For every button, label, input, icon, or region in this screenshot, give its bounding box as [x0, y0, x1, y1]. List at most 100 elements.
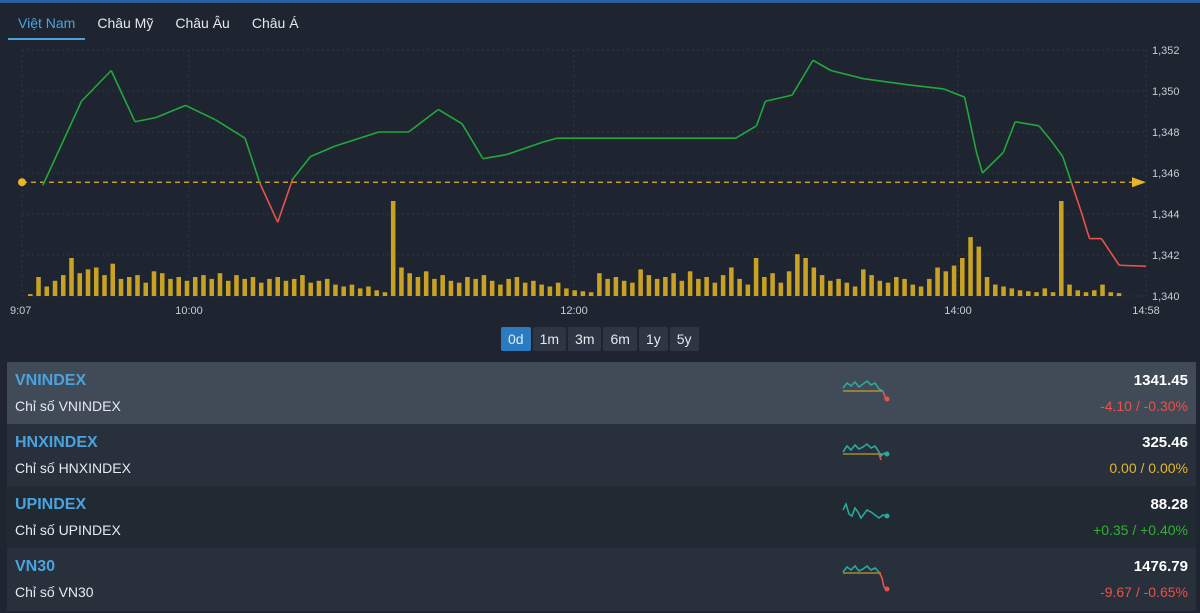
- tab-chau-au[interactable]: Châu Âu: [175, 15, 230, 31]
- index-intraday-chart[interactable]: 1,340 1,342 1,344 1,346 1,348 1,350 1,352 9:07 1…: [0, 44, 1200, 324]
- top-accent-bar: [0, 0, 1200, 3]
- volume-bar: [151, 271, 157, 296]
- range-0d-button[interactable]: 0d: [501, 327, 531, 351]
- x-tick-label: 14:58: [1132, 305, 1160, 317]
- index-symbol[interactable]: VN30: [15, 558, 56, 575]
- volume-bar: [737, 278, 742, 296]
- range-6m-button[interactable]: 6m: [603, 327, 637, 351]
- volume-bar: [60, 275, 66, 296]
- index-row-vn30[interactable]: VN30 Chỉ số VN30 1476.79 -9.67 / -0.65%: [7, 548, 1196, 611]
- price-segment: [1119, 264, 1147, 268]
- region-tabs: Việt Nam Châu Mỹ Châu Âu Châu Á: [8, 8, 311, 40]
- index-price: 88.28: [1150, 496, 1188, 513]
- range-1y-button[interactable]: 1y: [638, 327, 668, 351]
- index-change: -4.10 / -0.30%: [1100, 398, 1188, 414]
- volume-bar: [951, 265, 957, 296]
- index-row-upindex[interactable]: UPINDEX Chỉ số UPINDEX 88.28 +0.35 / +0.…: [7, 486, 1196, 548]
- volume-bar: [819, 275, 825, 296]
- volume-bar: [275, 277, 280, 296]
- price-segment: [155, 104, 186, 119]
- volume-bar: [885, 282, 891, 296]
- volume-bar: [555, 282, 561, 296]
- price-segment: [110, 70, 136, 123]
- volume-bar: [844, 282, 850, 296]
- volume-bar: [374, 290, 379, 296]
- index-symbol[interactable]: HNXINDEX: [15, 434, 98, 451]
- volume-bar: [110, 263, 116, 296]
- volume-bar: [93, 267, 99, 296]
- y-tick-label: 1,352: [1152, 45, 1180, 57]
- volume-bar: [836, 278, 841, 296]
- index-change: 0.00 / 0.00%: [1109, 460, 1188, 476]
- index-list: VNINDEX Chỉ số VNINDEX 1341.45 -4.10 / -…: [7, 362, 1196, 611]
- tab-chau-a[interactable]: Châu Á: [251, 15, 299, 31]
- volume-bar: [77, 273, 83, 296]
- index-row-hnxindex[interactable]: HNXINDEX Chỉ số HNXINDEX 325.46 0.00 / 0…: [7, 424, 1196, 486]
- price-segment: [542, 137, 558, 144]
- y-tick-label: 1,344: [1152, 209, 1180, 221]
- volume-bar: [1050, 292, 1056, 296]
- volume-bar: [993, 284, 998, 296]
- volume-bar: [217, 273, 223, 296]
- volume-bar: [102, 275, 107, 296]
- price-segment: [943, 88, 965, 98]
- volume-bar: [786, 271, 792, 296]
- volume-bar: [630, 282, 635, 296]
- volume-bar: [671, 273, 676, 296]
- volume-bar: [1026, 291, 1031, 296]
- volume-bar: [828, 280, 833, 296]
- volume-bar: [795, 254, 800, 296]
- volume-bar: [704, 277, 709, 296]
- price-segment: [482, 153, 507, 160]
- range-1m-button[interactable]: 1m: [532, 327, 567, 351]
- range-selector: 0d 1m 3m 6m 1y 5y: [501, 327, 701, 351]
- volume-bar: [201, 275, 206, 296]
- volume-bar: [300, 275, 305, 296]
- volume-bar: [720, 275, 726, 296]
- volume-bar: [415, 277, 421, 296]
- range-3m-button[interactable]: 3m: [568, 327, 602, 351]
- volume-bar: [646, 275, 652, 296]
- volume-bar: [572, 290, 577, 296]
- volume-bar: [489, 280, 495, 296]
- volume-bar: [357, 288, 363, 296]
- volume-bar: [564, 288, 569, 296]
- price-segment: [506, 141, 543, 156]
- volume-bar: [943, 271, 949, 296]
- volume-bar: [283, 280, 289, 296]
- volume-bar: [1009, 288, 1015, 296]
- tab-viet-nam[interactable]: Việt Nam: [8, 8, 86, 40]
- y-tick-label: 1,342: [1152, 250, 1180, 262]
- volume-bar: [473, 278, 478, 296]
- index-symbol[interactable]: VNINDEX: [15, 372, 87, 389]
- volume-bar: [514, 277, 520, 296]
- volume-bar: [448, 280, 454, 296]
- index-symbol[interactable]: UPINDEX: [15, 496, 87, 513]
- price-segment: [185, 104, 216, 121]
- price-segment: [259, 182, 279, 223]
- y-tick-label: 1,346: [1152, 168, 1180, 180]
- volume-bar: [531, 280, 536, 296]
- volume-bar: [852, 286, 858, 296]
- volume-bar: [762, 277, 767, 296]
- index-change: +0.35 / +0.40%: [1093, 522, 1188, 538]
- volume-bar: [85, 269, 91, 296]
- index-row-vnindex[interactable]: VNINDEX Chỉ số VNINDEX 1341.45 -4.10 / -…: [7, 362, 1196, 424]
- volume-bar: [52, 280, 58, 296]
- volume-bar: [126, 277, 132, 296]
- tab-chau-my[interactable]: Châu Mỹ: [97, 15, 154, 31]
- volume-bar: [679, 280, 685, 296]
- reference-arrow-icon: [1132, 177, 1146, 188]
- volume-bar: [168, 278, 173, 296]
- volume-bar: [184, 280, 190, 296]
- index-price: 1476.79: [1133, 558, 1188, 575]
- range-5y-button[interactable]: 5y: [669, 327, 699, 351]
- volume-bar: [159, 273, 165, 296]
- volume-bar: [729, 267, 734, 296]
- volume-bar: [597, 273, 602, 296]
- volume-bar: [267, 278, 272, 296]
- volume-bar: [861, 269, 866, 296]
- volume-bar: [613, 277, 619, 296]
- volume-bar: [1108, 292, 1114, 296]
- volume-bar: [778, 282, 784, 296]
